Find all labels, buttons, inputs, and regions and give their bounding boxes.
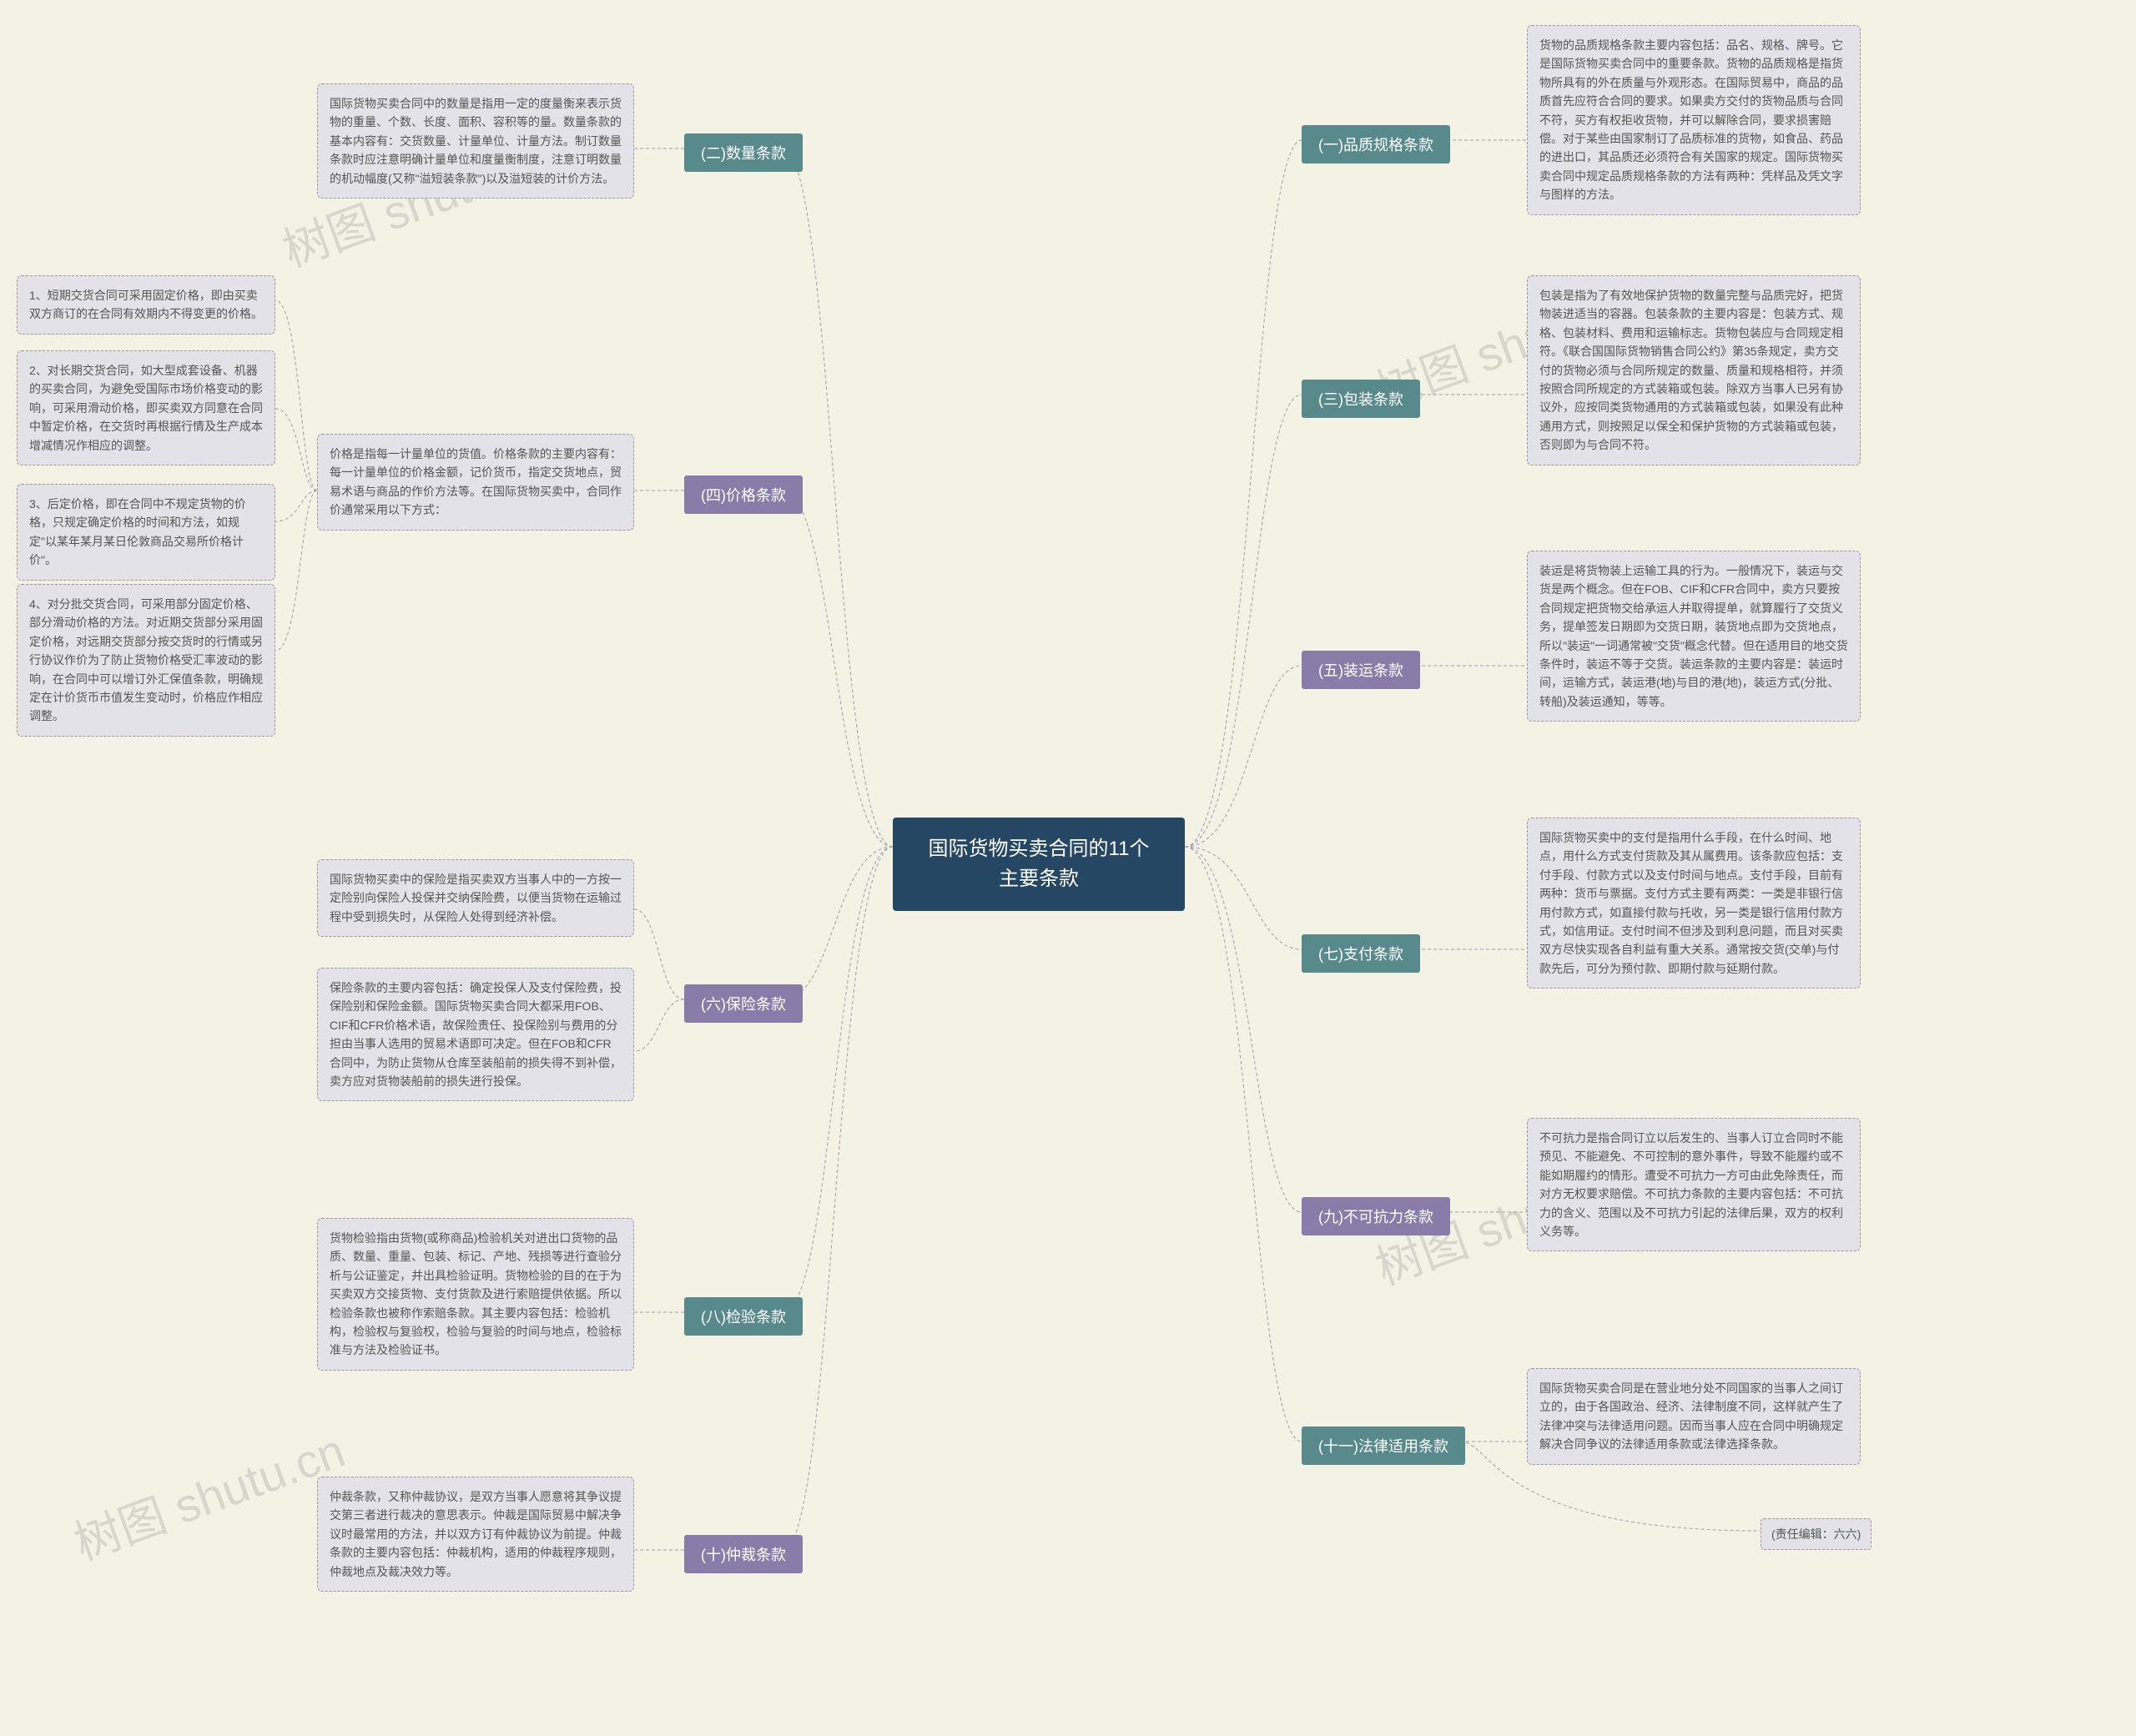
- clause-11-desc: 国际货物买卖合同是在营业地分处不同国家的当事人之间订立的，由于各国政治、经济、法…: [1527, 1368, 1861, 1465]
- clause-7: (七)支付条款: [1302, 934, 1420, 973]
- clause-1: (一)品质规格条款: [1302, 125, 1450, 164]
- footer-note: (责任编辑：六六): [1761, 1518, 1872, 1550]
- clause-9: (九)不可抗力条款: [1302, 1197, 1450, 1235]
- clause-1-desc: 货物的品质规格条款主要内容包括：品名、规格、牌号。它是国际货物买卖合同中的重要条…: [1527, 25, 1861, 215]
- clause-8: (八)检验条款: [684, 1297, 803, 1336]
- clause-9-desc: 不可抗力是指合同订立以后发生的、当事人订立合同时不能预见、不能避免、不可控制的意…: [1527, 1118, 1861, 1251]
- clause-4: (四)价格条款: [684, 476, 803, 514]
- clause-3-desc: 包装是指为了有效地保护货物的数量完整与品质完好，把货物装进适当的容器。包装条款的…: [1527, 275, 1861, 465]
- clause-6: (六)保险条款: [684, 984, 803, 1023]
- clause-4-child-2: 2、对长期交货合同，如大型成套设备、机器的买卖合同，为避免受国际市场价格变动的影…: [17, 350, 275, 465]
- clause-4-desc: 价格是指每一计量单位的货值。价格条款的主要内容有：每一计量单位的价格金额，记价货…: [317, 434, 634, 531]
- clause-8-desc: 货物检验指由货物(或称商品)检验机关对进出口货物的品质、数量、重量、包装、标记、…: [317, 1218, 634, 1371]
- clause-11: (十一)法律适用条款: [1302, 1427, 1465, 1465]
- clause-10: (十)仲裁条款: [684, 1535, 803, 1573]
- clause-4-child-1: 1、短期交货合同可采用固定价格，即由买卖双方商订的在合同有效期内不得变更的价格。: [17, 275, 275, 335]
- clause-5-desc: 装运是将货物装上运输工具的行为。一般情况下，装运与交货是两个概念。但在FOB、C…: [1527, 551, 1861, 722]
- clause-2-desc: 国际货物买卖合同中的数量是指用一定的度量衡来表示货物的重量、个数、长度、面积、容…: [317, 83, 634, 199]
- clause-4-child-4: 4、对分批交货合同，可采用部分固定价格、部分滑动价格的方法。对近期交货部分采用固…: [17, 584, 275, 737]
- clause-6-desc-a: 国际货物买卖中的保险是指买卖双方当事人中的一方按一定险别向保险人投保并交纳保险费…: [317, 859, 634, 937]
- clause-3: (三)包装条款: [1302, 380, 1420, 418]
- clause-5: (五)装运条款: [1302, 651, 1420, 689]
- clause-10-desc: 仲裁条款，又称仲裁协议，是双方当事人愿意将其争议提交第三者进行裁决的意思表示。仲…: [317, 1477, 634, 1592]
- clause-4-child-3: 3、后定价格，即在合同中不规定货物的价格，只规定确定价格的时间和方法，如规定"以…: [17, 484, 275, 581]
- watermark: 树图 shutu.cn: [63, 1413, 353, 1573]
- clause-6-desc-b: 保险条款的主要内容包括：确定投保人及支付保险费，投保险别和保险金额。国际货物买卖…: [317, 968, 634, 1101]
- clause-2: (二)数量条款: [684, 133, 803, 172]
- clause-7-desc: 国际货物买卖中的支付是指用什么手段，在什么时间、地点，用什么方式支付货款及其从属…: [1527, 818, 1861, 989]
- center-node: 国际货物买卖合同的11个 主要条款: [893, 818, 1185, 911]
